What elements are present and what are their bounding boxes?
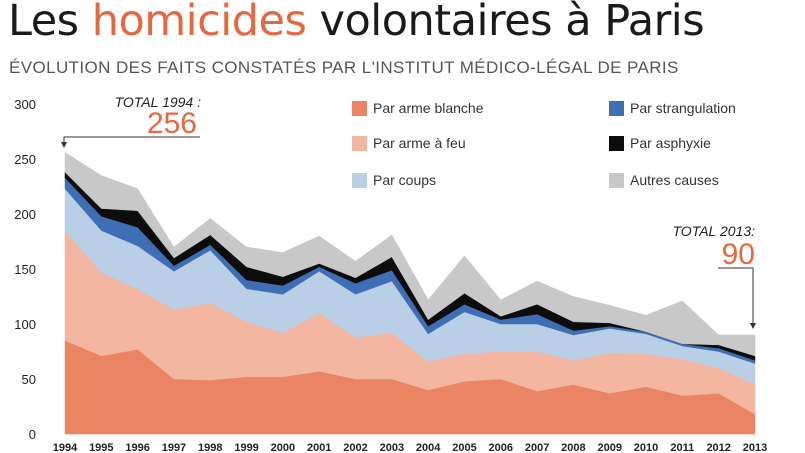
legend-swatch <box>352 101 367 116</box>
legend-swatch <box>609 101 624 116</box>
legend-swatch <box>609 136 624 151</box>
x-tick-label: 2007 <box>525 442 549 453</box>
title-highlight: homicides <box>91 0 307 46</box>
x-tick-label: 2012 <box>706 442 730 453</box>
legend: Par arme blanche Par arme à feu Par coups P… <box>352 100 736 188</box>
legend-swatch <box>352 136 367 151</box>
x-tick-label: 1996 <box>125 442 149 453</box>
total-1994-label: TOTAL 1994 : <box>115 94 201 110</box>
total-2013-label: TOTAL 2013: <box>673 223 756 239</box>
total-2013-arrow <box>750 323 756 329</box>
area-series-group <box>64 151 756 435</box>
x-tick-label: 2008 <box>561 442 585 453</box>
annotations: TOTAL 1994 :256 TOTAL 2013:90 <box>61 94 756 329</box>
title-suffix: volontaires à Paris <box>306 0 705 46</box>
x-tick-label: 2011 <box>670 442 694 453</box>
total-2013-leader <box>718 267 754 325</box>
x-tick-label: 2006 <box>489 442 513 453</box>
legend-swatch <box>609 173 624 188</box>
x-tick-label: 2000 <box>271 442 295 453</box>
x-tick-label: 2013 <box>743 442 767 453</box>
total-1994-arrow <box>61 142 67 148</box>
x-tick-label: 1997 <box>162 442 186 453</box>
y-tick-label: 100 <box>14 317 36 332</box>
y-tick-label: 300 <box>14 97 36 112</box>
x-tick-label: 1994 <box>53 442 78 453</box>
x-axis: 1994 1995 1996 1997 1998 1999 2000 2001 2002 2003… <box>53 442 767 453</box>
y-tick-label: 50 <box>22 372 36 387</box>
legend-label: Par strangulation <box>630 100 736 116</box>
legend-label: Par asphyxie <box>630 135 711 151</box>
x-tick-label: 1995 <box>89 442 113 453</box>
legend-label: Autres causes <box>630 172 719 188</box>
title-prefix: Les <box>8 0 92 46</box>
chart-subtitle: ÉVOLUTION DES FAITS CONSTATÉS PAR L'INST… <box>9 58 679 77</box>
x-tick-label: 2009 <box>597 442 621 453</box>
x-tick-label: 1999 <box>234 442 258 453</box>
total-2013-value: 90 <box>722 238 755 271</box>
total-1994-value: 256 <box>147 107 197 140</box>
x-tick-label: 2005 <box>452 442 476 453</box>
total-1994-leader <box>63 136 200 144</box>
legend-label: Par arme à feu <box>373 135 466 151</box>
legend-label: Par coups <box>373 172 436 188</box>
x-tick-label: 2002 <box>343 442 367 453</box>
legend-swatch <box>352 173 367 188</box>
chart-title: Les homicides volontaires à Paris <box>8 0 705 46</box>
legend-label: Par arme blanche <box>373 100 484 116</box>
y-axis: 0 50 100 150 200 250 300 <box>14 97 36 442</box>
area-series-5 <box>64 151 756 357</box>
y-tick-label: 150 <box>14 262 36 277</box>
x-tick-label: 2010 <box>634 442 658 453</box>
y-tick-label: 200 <box>14 207 36 222</box>
y-tick-label: 0 <box>29 427 36 442</box>
x-tick-label: 1998 <box>198 442 222 453</box>
x-tick-label: 2003 <box>380 442 404 453</box>
x-tick-label: 2004 <box>416 442 441 453</box>
x-tick-label: 2001 <box>307 442 331 453</box>
y-tick-label: 250 <box>14 152 36 167</box>
